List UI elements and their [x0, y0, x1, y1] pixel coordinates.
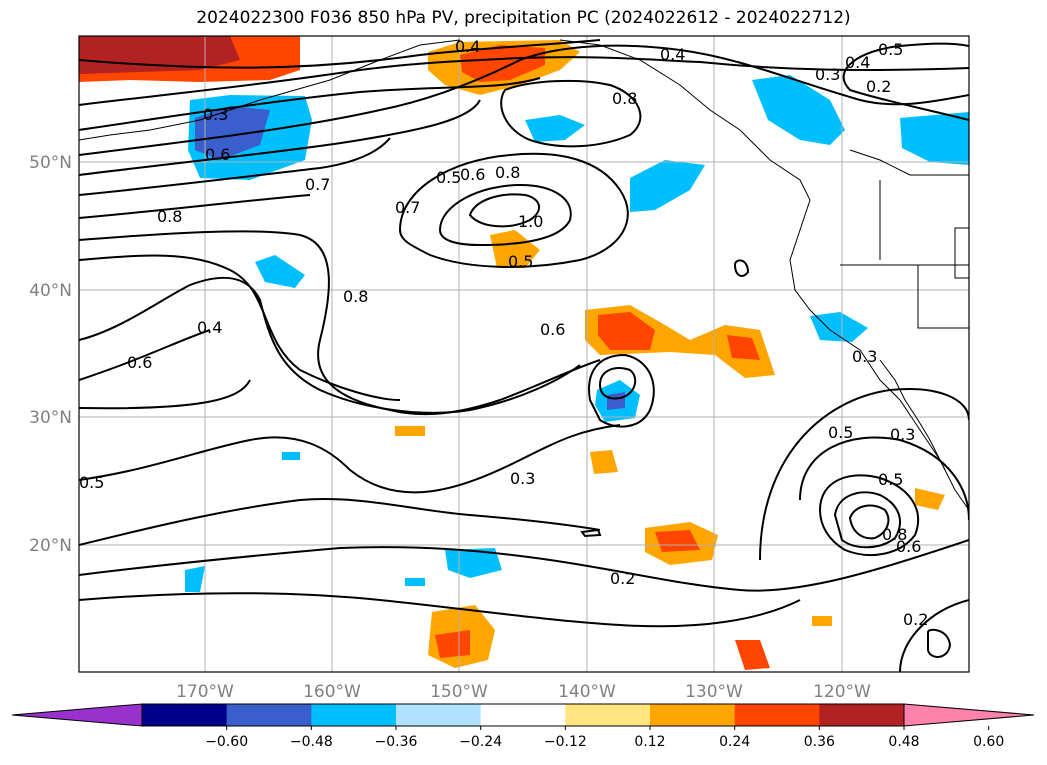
colorbar-label: −0.48 — [290, 734, 333, 750]
lat-label-30n: 30°N — [29, 408, 72, 428]
precip-positive-region — [395, 426, 425, 436]
precip-positive-region — [727, 335, 760, 360]
precip-negative-region — [405, 578, 425, 586]
lat-label-20n: 20°N — [29, 536, 72, 556]
contour-label: 0.8 — [157, 207, 182, 226]
precip-positive-region — [460, 45, 545, 82]
colorbar-segment — [396, 704, 482, 726]
lon-label-160w: 160°W — [303, 682, 361, 702]
lat-labels: 50°N 40°N 30°N 20°N — [29, 153, 72, 556]
precip-negative-region — [282, 452, 300, 460]
contour-label: 0.4 — [660, 45, 685, 64]
contour-label: 0.5 — [878, 40, 903, 59]
colorbar-label: 0.48 — [888, 734, 919, 750]
contour-label: 0.8 — [882, 525, 907, 544]
contour-label: 0.6 — [896, 537, 921, 556]
colorbar-segment — [226, 704, 312, 726]
contour-label: 0.4 — [197, 318, 222, 337]
precip-negative-region — [900, 112, 969, 165]
precip-positive-region — [79, 36, 240, 74]
contour-label: 0.3 — [890, 425, 915, 444]
colorbar: −0.60 −0.48 −0.36 −0.24 −0.12 0.12 0.24 0.36 0.4… — [11, 703, 1035, 750]
contour-label: 0.5 — [436, 168, 461, 187]
colorbar-frame — [141, 703, 905, 727]
colorbar-segment — [734, 704, 820, 726]
lon-label-150w: 150°W — [430, 682, 488, 702]
contour-label: 0.6 — [460, 165, 485, 184]
coastlines — [79, 39, 969, 511]
lat-label-40n: 40°N — [29, 281, 72, 301]
precip-positive-region — [812, 616, 832, 626]
contour-label: 0.3 — [815, 65, 840, 84]
contour-label: 0.8 — [495, 163, 520, 182]
lon-label-170w: 170°W — [176, 682, 234, 702]
lon-labels: 170°W 160°W 150°W 140°W 130°W 120°W — [176, 682, 871, 702]
colorbar-segment — [650, 704, 736, 726]
precip-negative-region — [185, 566, 205, 592]
contour-label: 0.6 — [540, 320, 565, 339]
precip-positive-region — [435, 630, 470, 658]
precip-negative-region — [752, 75, 845, 145]
colorbar-label: 0.24 — [719, 734, 750, 750]
map-frame — [78, 35, 970, 673]
precip-negative-region — [525, 115, 585, 142]
lon-label-130w: 130°W — [685, 682, 743, 702]
contour-label: 0.5 — [79, 473, 104, 492]
colorbar-label: −0.12 — [544, 734, 587, 750]
contour-label: 0.6 — [127, 353, 152, 372]
colorbar-label: 0.36 — [804, 734, 835, 750]
contour-label: 1.0 — [518, 212, 543, 231]
pv-contours — [79, 39, 969, 672]
colorbar-segment — [311, 704, 397, 726]
precip-positive-region — [598, 312, 655, 350]
colorbar-label: 0.60 — [973, 734, 1004, 750]
precip-negative-region — [255, 255, 305, 288]
contour-label: 0.5 — [878, 470, 903, 489]
contour-label: 0.4 — [845, 53, 870, 72]
chart-title: 2024022300 F036 850 hPa PV, precipitatio… — [196, 8, 851, 28]
lat-label-50n: 50°N — [29, 153, 72, 173]
contour-label: 0.3 — [203, 105, 228, 124]
precip-positive-region — [915, 488, 945, 510]
colorbar-segment — [565, 704, 651, 726]
contour-label: 0.3 — [852, 347, 877, 366]
contour-label: 0.7 — [305, 175, 330, 194]
precip-negative-region — [607, 392, 625, 410]
map-area: 0.4 0.4 0.5 0.4 0.3 0.2 0.3 0.6 0.8 0.7 … — [79, 36, 969, 672]
precip-negative-region — [630, 160, 705, 212]
contour-labels: 0.4 0.4 0.5 0.4 0.3 0.2 0.3 0.6 0.8 0.7 … — [79, 37, 928, 629]
precip-positive-region — [590, 450, 618, 474]
colorbar-segment — [819, 704, 905, 726]
contour-label: 0.5 — [828, 423, 853, 442]
contour-label: 0.8 — [343, 287, 368, 306]
contour-label: 0.2 — [903, 610, 928, 629]
contour-label: 0.8 — [612, 89, 637, 108]
contour-label: 0.5 — [508, 252, 533, 271]
colorbar-segment — [480, 704, 566, 726]
colorbar-extend-low — [11, 703, 143, 727]
precip-positive-region — [735, 640, 770, 670]
contour-label: 0.2 — [610, 569, 635, 588]
contour-label: 0.4 — [455, 37, 480, 56]
contour-label: 0.7 — [395, 198, 420, 217]
precip-positive-region — [655, 530, 700, 552]
lon-label-120w: 120°W — [813, 682, 871, 702]
gridlines — [79, 36, 969, 672]
colorbar-segment — [142, 704, 228, 726]
colorbar-label: −0.24 — [459, 734, 502, 750]
lon-label-140w: 140°W — [558, 682, 616, 702]
precip-positive-region — [490, 230, 540, 268]
contour-label: 0.3 — [510, 469, 535, 488]
contour-label: 0.2 — [866, 77, 891, 96]
precip-negative-region — [195, 106, 270, 160]
colorbar-label: 0.12 — [634, 734, 665, 750]
precip-negative-region — [810, 312, 868, 342]
contour-label: 0.6 — [205, 145, 230, 164]
colorbar-label: −0.60 — [205, 734, 248, 750]
colorbar-label: −0.36 — [375, 734, 418, 750]
colorbar-extend-high — [903, 703, 1035, 727]
